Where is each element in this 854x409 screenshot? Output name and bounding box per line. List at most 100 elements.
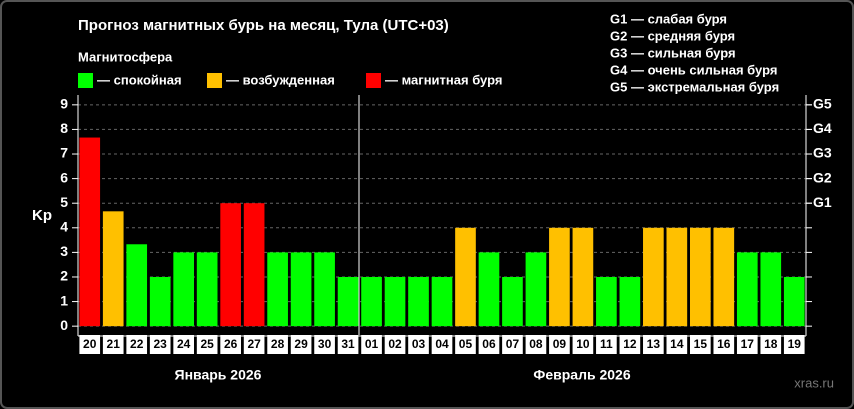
x-tick-label: 20 [83,337,97,351]
x-tick-label: 21 [107,337,121,351]
bar [102,211,124,327]
x-tick-label: 19 [788,337,802,351]
g-legend-label: G1 — слабая буря [610,11,727,26]
bar [549,227,570,327]
bar [173,252,195,327]
x-tick-box [79,335,101,354]
month-label: Февраль 2026 [533,367,630,383]
legend-label: — возбужденная [226,72,335,87]
x-tick-label: 12 [623,337,637,351]
x-tick-box [126,335,148,354]
x-tick-box [736,335,758,354]
x-tick-box [478,335,500,354]
x-tick-label: 06 [482,337,496,351]
bar [666,227,688,327]
bar [783,276,805,327]
x-tick-box [243,335,265,354]
x-tick-label: 17 [741,337,755,351]
x-tick-label: 05 [459,337,473,351]
bar [361,276,382,327]
x-tick-label: 08 [529,337,543,351]
x-tick-box [149,335,171,354]
x-tick-box [572,335,594,354]
y-tick-label: 8 [60,120,68,136]
x-tick-label: 26 [224,337,238,351]
bar [478,252,500,327]
legend-swatch [366,73,381,88]
g-legend-label: G4 — очень сильная буря [610,62,777,77]
bar [149,276,171,327]
x-tick-label: 09 [553,337,567,351]
x-tick-label: 30 [318,337,332,351]
bar [596,276,617,327]
x-tick-label: 02 [388,337,402,351]
bar [314,252,335,327]
bar [502,276,523,327]
legend-label: — спокойная [97,72,182,87]
x-tick-label: 11 [600,337,613,351]
x-tick-box [713,335,735,354]
y2-tick-label: G2 [813,169,832,185]
x-tick-label: 25 [200,337,214,351]
g-legend-label: G2 — средняя буря [610,28,735,43]
x-tick-box [173,335,195,354]
x-tick-box [783,335,805,354]
x-tick-box [290,335,312,354]
bar [196,252,218,327]
x-tick-box [666,335,688,354]
y-tick-label: 4 [60,218,68,234]
y-tick-label: 1 [60,292,68,308]
bar [431,276,453,327]
x-tick-box [361,335,382,354]
bar [126,244,148,327]
x-tick-label: 13 [647,337,661,351]
y2-tick-label: G4 [813,120,832,136]
x-tick-box [525,335,547,354]
chart-title: Прогноз магнитных бурь на месяц, Тула (U… [78,17,449,34]
bar [736,252,758,327]
x-tick-box [760,335,782,354]
g-legend-label: G5 — экстремальная буря [610,79,779,94]
bar [689,227,711,327]
x-tick-label: 31 [341,337,355,351]
x-tick-label: 14 [670,337,684,351]
bar [572,227,594,327]
x-tick-box [314,335,335,354]
x-tick-box [220,335,241,354]
x-tick-box [337,335,359,354]
x-tick-label: 07 [506,337,520,351]
x-tick-box [643,335,664,354]
x-tick-label: 10 [576,337,590,351]
x-tick-box [689,335,711,354]
x-tick-label: 23 [154,337,168,351]
x-tick-box [196,335,218,354]
x-tick-label: 27 [247,337,261,351]
x-tick-label: 24 [177,337,191,351]
x-tick-box [502,335,523,354]
bar [619,276,641,327]
y-tick-label: 2 [60,268,68,284]
x-tick-label: 15 [694,337,708,351]
x-tick-box [384,335,406,354]
bar [79,137,101,327]
legend-swatch [78,73,93,88]
x-tick-box [408,335,429,354]
bar [220,203,241,327]
y-tick-label: 0 [60,317,68,333]
x-tick-box [455,335,476,354]
y-tick-label: 7 [60,145,68,161]
bar [713,227,735,327]
bar [455,227,476,327]
x-tick-box [431,335,453,354]
x-tick-label: 04 [435,337,449,351]
x-tick-box [596,335,617,354]
g-legend-label: G3 — сильная буря [610,45,736,60]
bar [267,252,288,327]
legend-title: Магнитосфера [78,49,173,64]
y-tick-label: 3 [60,243,68,259]
bar [337,276,359,327]
y-tick-label: 9 [60,96,68,112]
x-tick-label: 29 [294,337,308,351]
x-tick-label: 18 [764,337,778,351]
